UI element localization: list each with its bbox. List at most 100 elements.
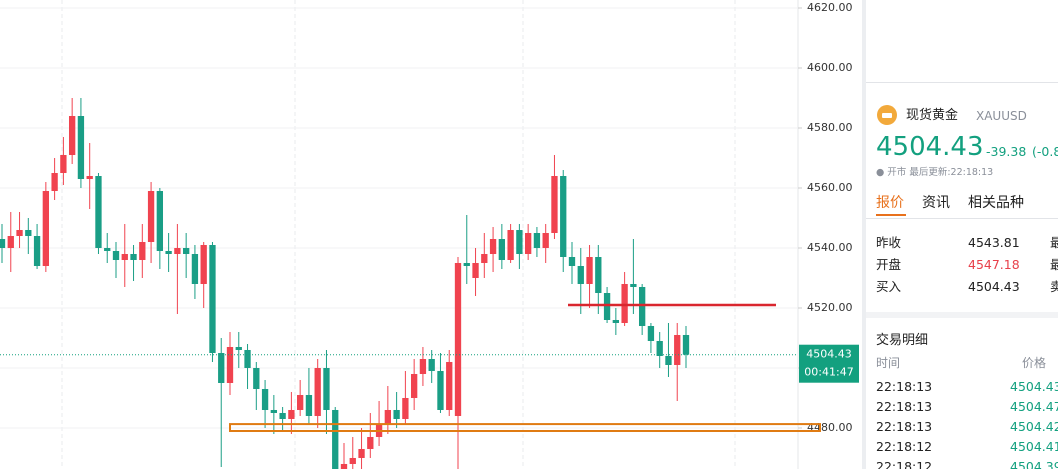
candle-body [349, 457, 356, 464]
quote-label: 买入 [876, 279, 902, 294]
candle-body [139, 241, 146, 260]
candle-body [665, 355, 672, 365]
candle-body [612, 319, 620, 323]
y-tick-label: 4620.00 [807, 1, 853, 14]
candle-body [568, 256, 576, 266]
candle-body [288, 409, 295, 419]
candle-body [393, 409, 400, 419]
quote-label: 昨收 [876, 235, 902, 250]
candle-body [182, 247, 190, 254]
divider [866, 312, 1058, 318]
y-tick-label: 4600.00 [807, 61, 853, 74]
trade-time: 22:18:12 [876, 439, 933, 454]
candle-body [51, 173, 58, 192]
y-tick-label: 4580.00 [807, 121, 853, 134]
trade-price: 4504.39 [1010, 459, 1058, 469]
candle-body [200, 244, 207, 284]
candle-body [253, 367, 260, 389]
candle-body [156, 191, 164, 251]
quote-value: 4504.43 [968, 279, 1020, 294]
gold-icon [877, 105, 897, 125]
quote-value: 4547.18 [968, 257, 1020, 272]
y-tick-label: 4480.00 [807, 421, 853, 434]
instrument-symbol: XAUUSD [976, 109, 1027, 123]
trades-header: 价格 [1022, 356, 1047, 370]
candle-body [86, 176, 93, 180]
candle-body [577, 265, 584, 284]
tab-underline [876, 214, 906, 216]
countdown-label: 00:41:47 [804, 366, 853, 379]
candle-body [516, 230, 523, 254]
candle-body [630, 283, 637, 287]
trades-header: 时间 [876, 356, 901, 370]
tab[interactable]: 报价 [876, 195, 904, 211]
instrument-name: 现货黄金 [906, 108, 959, 123]
quote-label: 卖出 [1050, 280, 1058, 294]
quote-panel: 现货黄金 XAUUSD 4504.43 -39.38 (-0.87%) ● 开市… [862, 0, 1058, 469]
candle-body [542, 233, 549, 248]
candle-body [104, 247, 111, 251]
price-change-pct: (-0.87%) [1032, 144, 1058, 159]
trade-time: 22:18:13 [876, 419, 933, 434]
candle-body [647, 325, 655, 341]
tab[interactable]: 相关品种 [968, 195, 1024, 211]
trade-price: 4504.43 [1010, 379, 1058, 394]
candle-body [60, 155, 67, 174]
candle-body [446, 361, 453, 410]
candle-body [586, 256, 593, 284]
candle-body [533, 233, 541, 248]
candle-body [112, 250, 120, 260]
chart: 4620.00 4600.00 4580.00 4560.00 4540.00 4520.… [0, 0, 859, 469]
trade-price: 4504.42 [1010, 419, 1058, 434]
candle-body [33, 235, 41, 266]
candle-body [419, 358, 427, 374]
divider [866, 82, 1058, 83]
candle-body [68, 116, 76, 156]
candle-body [454, 262, 462, 416]
candle-body [279, 412, 286, 419]
candle-body [463, 262, 470, 266]
candle-body [0, 238, 6, 248]
candle-body [323, 367, 330, 410]
candle-body [472, 262, 479, 278]
candle-body [77, 116, 85, 180]
last-price-label: 4504.43 [806, 348, 852, 361]
quote-label: 最低 [1050, 258, 1058, 272]
candle-body [428, 358, 435, 371]
candle-body [560, 176, 567, 257]
candle-body [174, 247, 181, 254]
quote-value: 4543.81 [968, 235, 1020, 250]
candle-body [384, 409, 392, 425]
candle-body [682, 334, 690, 355]
trade-price: 4504.41 [1010, 439, 1058, 454]
tab[interactable]: 资讯 [922, 195, 950, 211]
candle-body [621, 283, 628, 323]
candle-body [244, 349, 251, 368]
candle-body [130, 253, 137, 260]
candle-body [437, 370, 444, 410]
candle-body [402, 397, 409, 419]
price-change: -39.38 [986, 144, 1027, 159]
candle-body [367, 436, 374, 449]
candle-body [524, 233, 532, 254]
trade-price: 4504.47 [1010, 399, 1058, 414]
candle-body [551, 176, 558, 234]
candle-body [332, 409, 339, 469]
candle-body [147, 191, 155, 242]
candle-body [481, 253, 488, 263]
candle-body [296, 394, 304, 410]
candle-body [261, 388, 269, 410]
candle-body [226, 346, 234, 383]
candle-body [235, 346, 242, 350]
market-status: ● 开市 最后更新:22:18:13 [876, 167, 994, 178]
candle-body [410, 373, 418, 398]
candle-body [218, 352, 225, 383]
candle-body [16, 230, 23, 236]
candle-body [507, 230, 514, 260]
candle-body [595, 256, 602, 293]
candle-body [358, 448, 365, 458]
candle-body [95, 176, 102, 248]
candle-body [305, 394, 313, 416]
y-tick-label: 4560.00 [807, 181, 853, 194]
